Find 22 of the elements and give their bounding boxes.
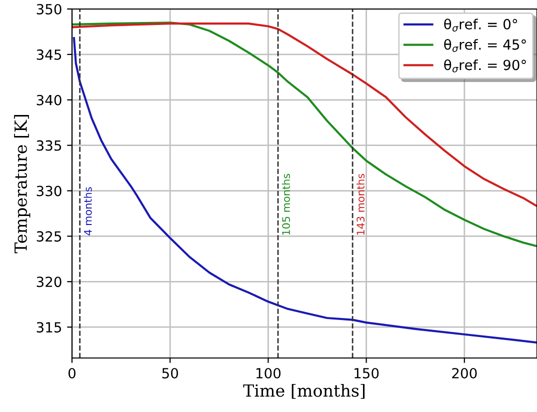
y-tick-label: 335 [36, 140, 62, 151]
line-series [72, 37, 537, 344]
y-tick-label: 325 [36, 231, 62, 242]
y-tick-label: 345 [36, 49, 62, 60]
y-tick-label: 320 [36, 276, 62, 288]
x-tick-label: 100 [256, 368, 281, 378]
ref-line-label: 105 months [282, 174, 290, 235]
x-tick-label: 200 [452, 368, 477, 378]
x-tick-label: 0 [68, 368, 76, 378]
ref-line-label: 143 months [356, 174, 365, 235]
y-tick-label: 330 [36, 186, 62, 196]
y-tick-label: 350 [36, 4, 62, 14]
x-axis-title: Time [months] [243, 384, 365, 399]
legend-label: θ$_{σ}$ref. = 90° [444, 59, 526, 72]
legend-label: θ$_{σ}$ref. = 0° [444, 18, 518, 32]
x-tick-label: 150 [354, 368, 379, 378]
x-tick-label: 50 [162, 368, 178, 378]
ref-line-label: 4 months [84, 187, 92, 236]
legend-label: θ$_{σ}$ref. = 45° [444, 38, 526, 52]
y-axis-title: Temperature [K] [14, 114, 30, 254]
y-tick-label: 340 [36, 94, 62, 106]
y-tick-label: 315 [36, 322, 62, 333]
